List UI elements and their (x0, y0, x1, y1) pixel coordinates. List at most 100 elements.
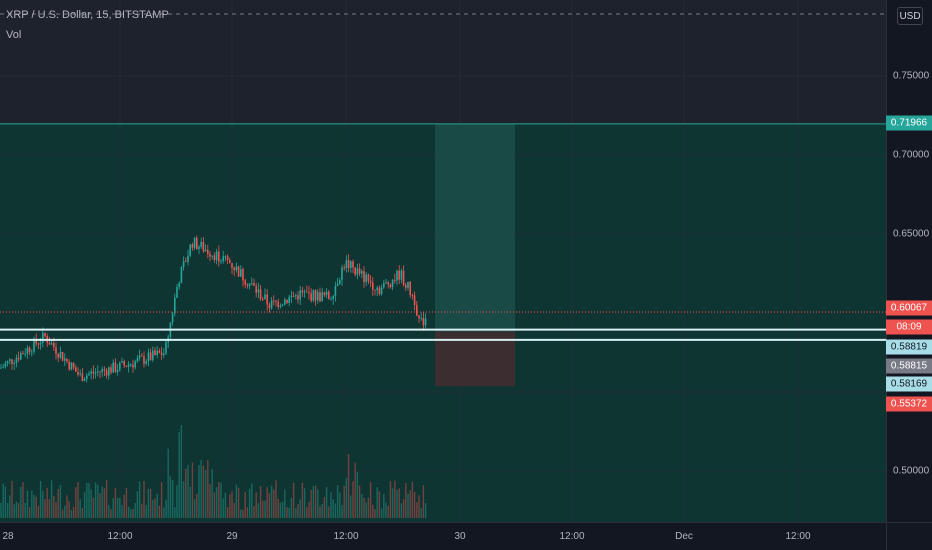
volume-bar (70, 509, 73, 518)
candle-body (380, 287, 383, 294)
candle-body (413, 295, 416, 305)
candle-body (13, 363, 15, 364)
time-tick-label: 12:00 (785, 531, 811, 542)
chart-plot-area[interactable] (0, 0, 886, 523)
volume-bar (413, 491, 416, 518)
candle-body (136, 358, 139, 362)
volume-bar (154, 498, 156, 518)
volume-bar (42, 490, 44, 518)
candle-body (200, 241, 202, 247)
candle-body (165, 342, 167, 354)
volume-bar (312, 486, 315, 518)
volume-bar (138, 481, 141, 518)
volume-bar (270, 485, 273, 518)
candle-body (202, 241, 205, 252)
candle-body (251, 283, 253, 285)
volume-bar (259, 486, 262, 518)
volume-indicator-label[interactable]: Vol (6, 29, 22, 41)
candle-body (308, 292, 310, 294)
candle-body (119, 362, 121, 370)
volume-bar (20, 486, 22, 518)
volume-bar (24, 502, 26, 518)
currency-button[interactable]: USD (897, 7, 923, 25)
volume-bar (169, 476, 172, 518)
candle-body (44, 332, 46, 337)
volume-bar (108, 504, 110, 518)
candle-body (354, 267, 356, 275)
candle-body (407, 281, 409, 288)
volume-bar (147, 488, 150, 518)
volume-bar (152, 499, 154, 518)
candle-body (17, 357, 20, 360)
volume-bar (0, 502, 2, 518)
candle-body (6, 360, 9, 364)
candle-body (398, 270, 400, 280)
candle-body (268, 304, 271, 309)
candle-body (108, 367, 110, 376)
volume-bar (343, 485, 345, 518)
volume-bar (303, 488, 306, 518)
candle-body (70, 362, 73, 370)
volume-bar (48, 499, 51, 518)
candle-body (334, 285, 337, 297)
candle-body (378, 287, 381, 294)
candle-body (112, 362, 114, 373)
candle-body (325, 291, 328, 296)
candle-body (114, 362, 117, 372)
volume-bar (358, 485, 361, 518)
volume-bar (330, 492, 332, 518)
volume-bar (341, 504, 343, 518)
volume-bar (165, 499, 167, 518)
volume-bar (218, 482, 220, 518)
volume-bar (290, 497, 293, 518)
chart-canvas[interactable] (0, 0, 886, 523)
candle-body (94, 372, 97, 374)
candle-body (77, 371, 79, 375)
volume-bar (4, 486, 7, 518)
candle-body (409, 281, 411, 295)
candle-body (127, 364, 130, 367)
candle-body (255, 285, 257, 293)
volume-bar (44, 499, 46, 518)
candle-body (90, 371, 92, 374)
volume-bar (409, 490, 411, 518)
candle-body (191, 244, 194, 248)
volume-bar (420, 507, 422, 518)
candle-body (101, 369, 103, 373)
candle-body (79, 373, 81, 375)
volume-bar (389, 481, 392, 518)
time-tick-label: 12:00 (107, 531, 133, 542)
volume-bar (255, 492, 257, 518)
volume-bar (422, 485, 425, 518)
candle-body (110, 367, 112, 373)
candle-body (158, 350, 161, 353)
candle-body (231, 262, 233, 268)
price-tag: 08:09 (886, 319, 932, 335)
candle-body (163, 353, 165, 356)
candle-body (105, 370, 108, 376)
time-axis[interactable] (0, 522, 886, 550)
price-tick-label: 0.75000 (893, 70, 930, 82)
volume-bar (378, 491, 381, 518)
volume-bar (321, 503, 323, 518)
candle-body (277, 301, 279, 307)
candle-body (345, 260, 348, 269)
volume-bar (6, 502, 9, 518)
candle-body (160, 352, 163, 356)
volume-bar (396, 489, 398, 518)
candle-body (248, 283, 251, 286)
volume-bar (180, 425, 183, 518)
volume-bar (196, 494, 198, 518)
volume-bar (306, 507, 308, 518)
volume-bar (39, 480, 42, 518)
candle-body (303, 291, 306, 293)
candle-body (347, 260, 350, 269)
volume-bar (376, 487, 378, 518)
candle-body (50, 343, 53, 345)
candle-body (2, 366, 4, 368)
volume-bar (132, 509, 134, 518)
volume-bar (323, 497, 326, 518)
price-axis[interactable] (886, 0, 932, 522)
volume-bar (33, 495, 35, 518)
candle-body (321, 292, 323, 302)
